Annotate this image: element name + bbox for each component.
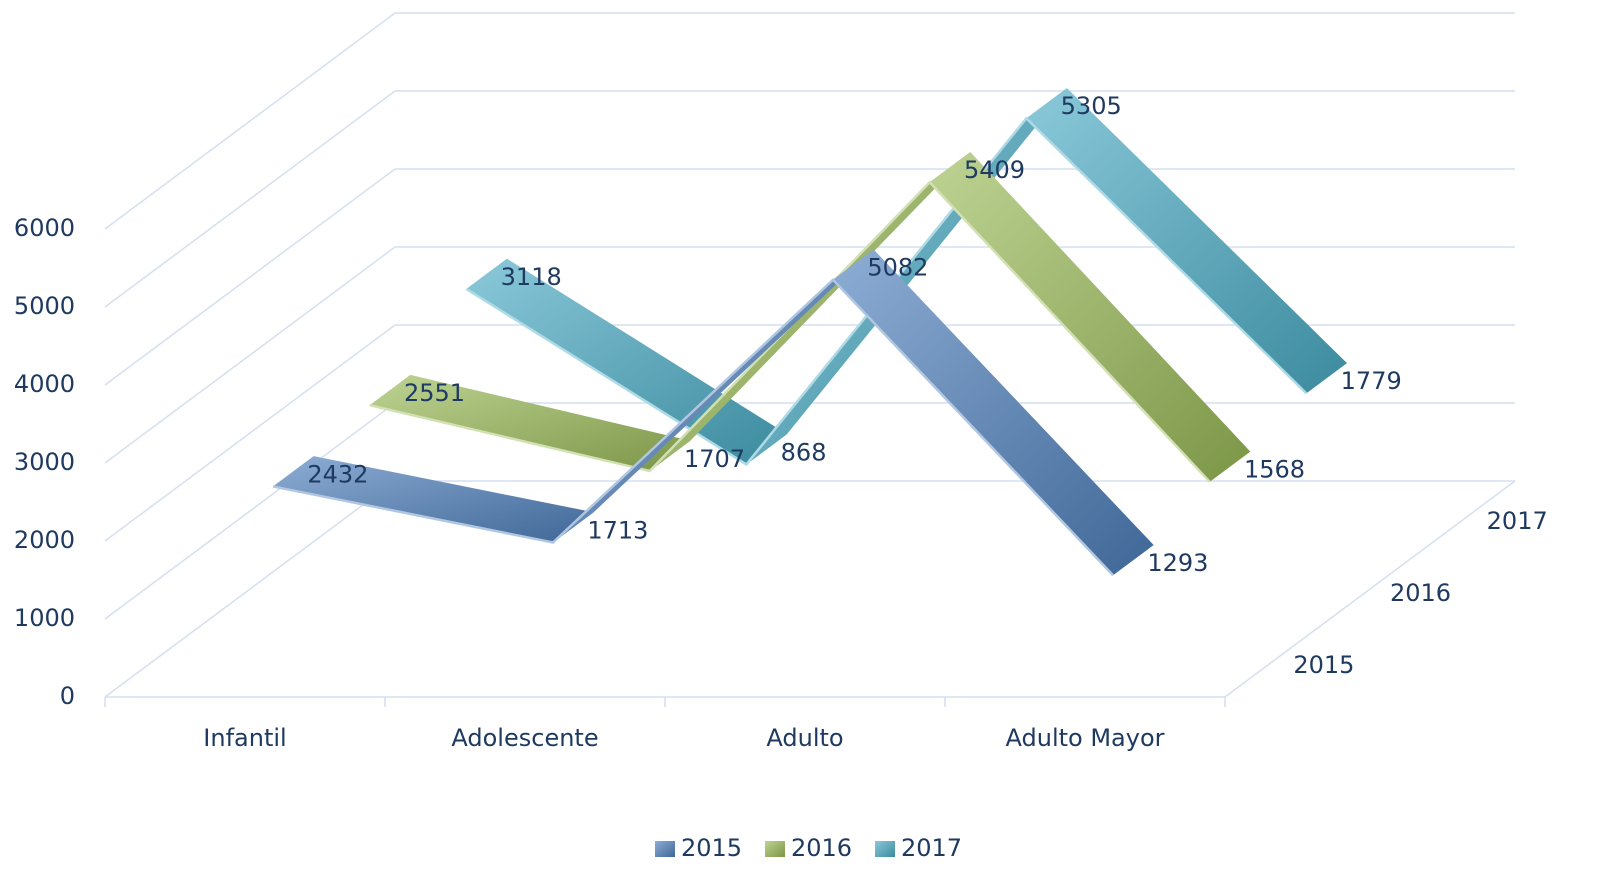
value-label: 5082 (867, 254, 928, 282)
x-tick-label: Adulto Mayor (1006, 724, 1165, 752)
legend-label: 2015 (681, 834, 742, 862)
value-label: 5305 (1061, 92, 1122, 120)
depth-tick-label: 2015 (1293, 651, 1354, 679)
value-label: 1779 (1341, 367, 1402, 395)
y-tick-label: 0 (60, 682, 75, 710)
grid-line (104, 12, 396, 230)
legend-label: 2016 (791, 834, 852, 862)
value-label: 1713 (587, 516, 648, 544)
depth-axis (1224, 480, 1516, 698)
y-tick-label: 2000 (14, 526, 75, 554)
ribbon-face (369, 374, 691, 471)
y-tick-label: 6000 (14, 214, 75, 242)
value-label: 2551 (404, 379, 465, 407)
y-tick-label: 3000 (14, 448, 75, 476)
legend-label: 2017 (901, 834, 962, 862)
value-label: 868 (781, 438, 827, 466)
depth-tick-label: 2017 (1487, 507, 1548, 535)
grid-line (104, 246, 396, 464)
series-line (272, 277, 1114, 577)
value-label: 1707 (684, 445, 745, 473)
value-label: 1293 (1147, 549, 1208, 577)
ribbon-face (929, 151, 1251, 482)
legend-swatch (765, 841, 785, 857)
grid-line (104, 324, 396, 542)
legend-swatch (655, 841, 675, 857)
x-tick-label: Adulto (766, 724, 843, 752)
x-tick-label: Adolescente (451, 724, 598, 752)
grid-line (104, 168, 396, 386)
y-tick-label: 1000 (14, 604, 75, 632)
y-tick-label: 4000 (14, 370, 75, 398)
ribbon-face (833, 249, 1154, 576)
x-tick-label: Infantil (203, 724, 286, 752)
grid-line (104, 90, 396, 308)
value-label: 1568 (1244, 456, 1305, 484)
grid-line (104, 402, 396, 620)
value-label: 3118 (501, 263, 562, 291)
depth-tick-label: 2016 (1390, 579, 1451, 607)
legend-swatch (875, 841, 895, 857)
ribbon-face (553, 249, 874, 543)
value-label: 5409 (964, 156, 1025, 184)
grid-line (104, 480, 396, 698)
ribbon-face (1026, 88, 1347, 394)
y-tick-label: 5000 (14, 292, 75, 320)
ribbon-face (273, 456, 594, 543)
ribbon-face (649, 151, 971, 471)
value-label: 2432 (307, 460, 368, 488)
